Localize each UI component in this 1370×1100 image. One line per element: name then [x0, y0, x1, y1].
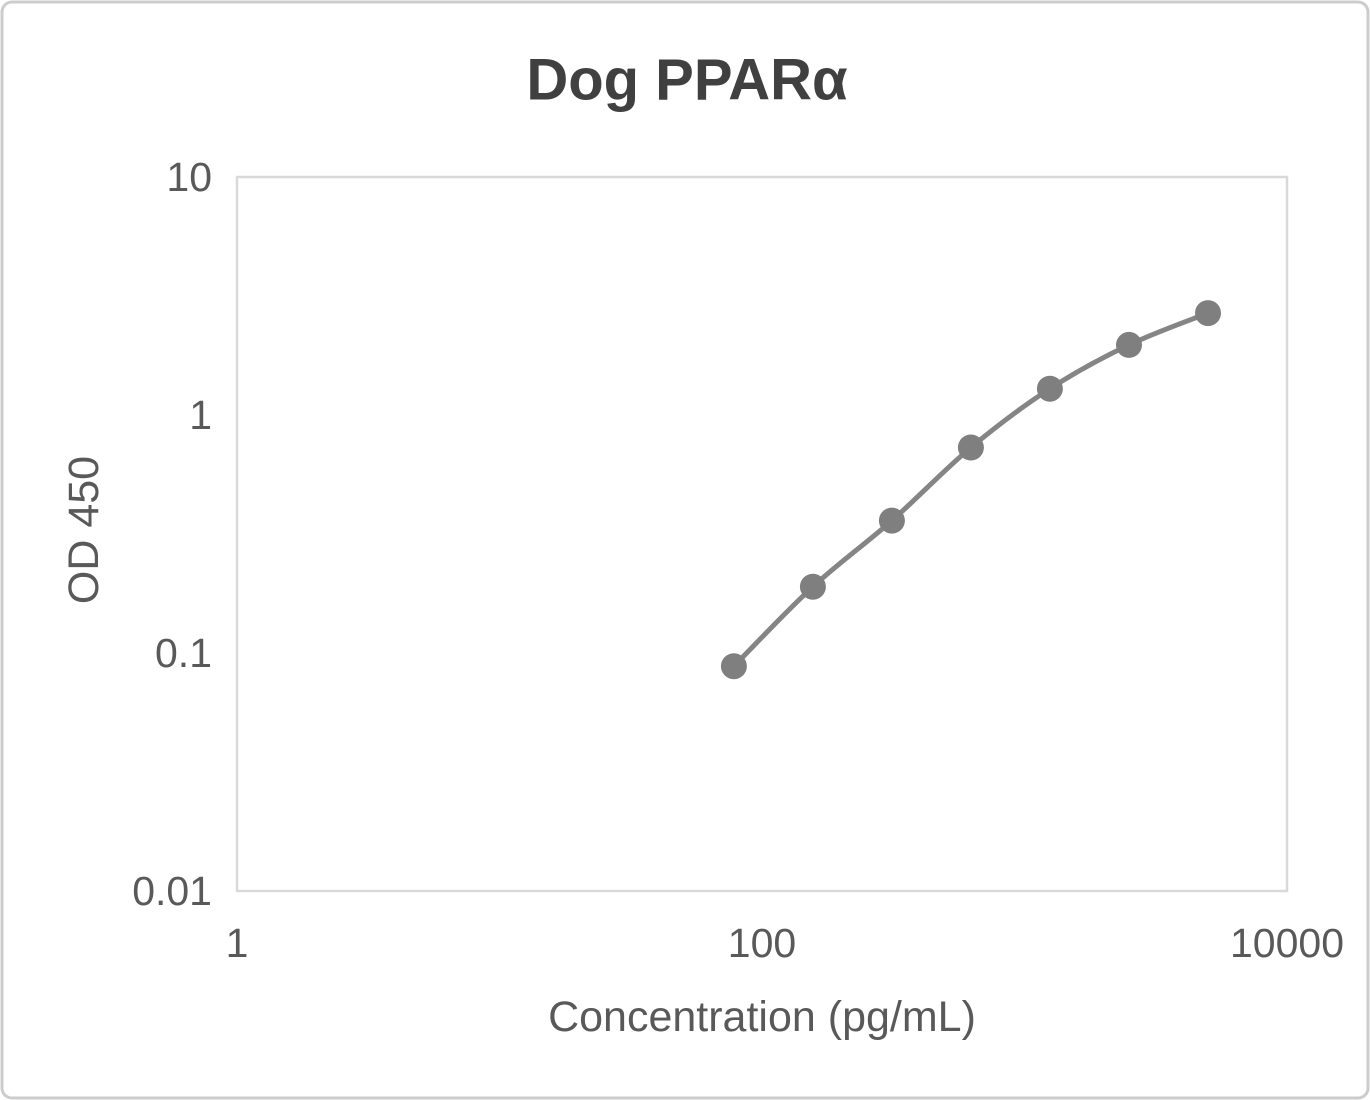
x-axis-tick-label: 100 [728, 920, 796, 966]
x-axis-tick-label: 1 [226, 920, 249, 966]
data-point-marker [799, 573, 826, 600]
y-axis-tick-label: 10 [166, 154, 212, 200]
chart-title: Dog PPARα [526, 48, 848, 113]
data-point-marker [1036, 375, 1063, 402]
y-tick-labels: 10 1 0.1 0.01 [132, 154, 212, 914]
data-point-marker [720, 653, 747, 680]
y-axis-tick-label: 0.01 [132, 868, 212, 914]
x-axis-title: Concentration (pg/mL) [548, 993, 976, 1041]
data-point-marker [1116, 331, 1142, 358]
y-axis-title: OD 450 [60, 456, 108, 604]
x-axis-tick-label: 10000 [1230, 920, 1344, 966]
y-axis-tick-label: 0.1 [155, 630, 212, 676]
y-axis-tick-label: 1 [189, 392, 212, 438]
data-point-marker [957, 434, 984, 461]
data-point-marker [1195, 300, 1221, 327]
data-point-marker [878, 507, 905, 534]
series-markers [720, 300, 1221, 680]
x-tick-labels: 1 100 10000 [226, 920, 1344, 966]
plot-area [235, 175, 1289, 893]
